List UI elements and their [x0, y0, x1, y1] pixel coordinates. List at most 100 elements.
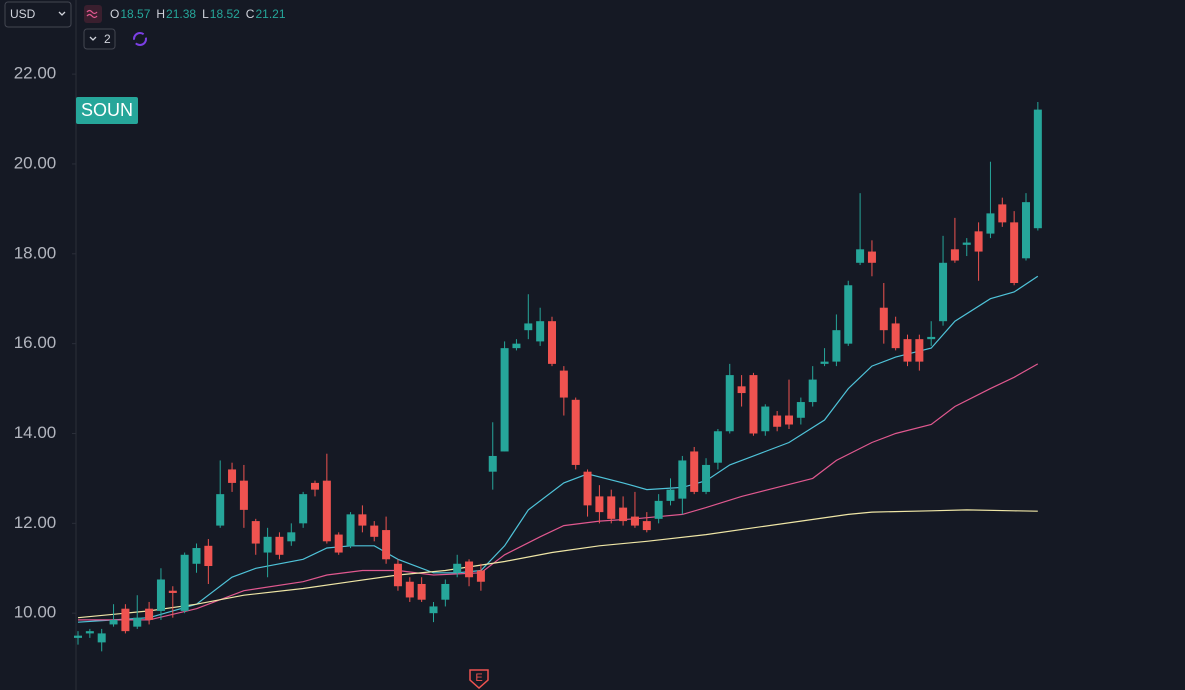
candle-body [204, 545, 213, 567]
candle-body [595, 496, 604, 513]
candle-body [370, 525, 379, 537]
candle-body [737, 386, 746, 394]
candle-body [453, 563, 462, 573]
toggle-chevron [89, 36, 97, 41]
candle-body [808, 379, 817, 403]
candle-body [654, 500, 663, 519]
candle-body [429, 606, 438, 614]
ohlc-value: 21.38 [166, 7, 196, 21]
ohlc-legend: O 18.57 H 21.38 L 18.52 C 21.21 [110, 7, 286, 21]
ohlc-value: 18.57 [120, 7, 150, 21]
candle-body [239, 480, 248, 510]
candle-body [97, 633, 106, 643]
candle-body [844, 285, 853, 344]
refresh-icon[interactable] [133, 32, 147, 46]
y-tick-label: 14.00 [14, 423, 57, 442]
candle-body [287, 532, 296, 542]
candle-body [820, 361, 829, 364]
candle-body [536, 321, 545, 342]
candle-body [927, 336, 936, 340]
y-tick-label: 20.00 [14, 153, 57, 172]
candle-body [263, 536, 272, 553]
ohlc-label: C [246, 7, 255, 21]
candle-body [548, 321, 556, 364]
candle-body [441, 583, 450, 600]
candle-body [299, 494, 308, 524]
candle-body [559, 370, 568, 398]
candle-body [85, 631, 94, 634]
candle-body [228, 469, 237, 483]
candle-body [702, 464, 711, 492]
candle-body [251, 521, 260, 544]
symbol-tag [76, 97, 138, 124]
candle-body [678, 460, 687, 499]
candle-body [962, 242, 971, 245]
candle-body [192, 548, 201, 564]
candle-body [666, 489, 675, 501]
indicator-icon [84, 5, 102, 23]
candle-body [773, 415, 782, 427]
candle-body [583, 471, 592, 506]
candles [74, 101, 1042, 652]
candle-body [346, 514, 355, 546]
candle-body [393, 563, 402, 587]
candle-body [713, 431, 722, 463]
ohlc-label: H [156, 7, 165, 21]
candle-body [950, 249, 959, 261]
candle-body [998, 204, 1007, 223]
candle-body [382, 530, 391, 560]
ohlc-value: 18.52 [210, 7, 240, 21]
candle-body [145, 608, 154, 620]
candle-body [322, 480, 331, 542]
candle-body [488, 455, 497, 472]
candle-body [642, 521, 651, 531]
symbol: SOUN [81, 100, 133, 120]
indicator-count: 2 [104, 32, 111, 46]
candle-body [512, 343, 521, 349]
candle-body [939, 262, 948, 322]
indicator-toggle[interactable] [83, 28, 116, 50]
ohlc-label: L [202, 7, 209, 21]
indicator-glyph [86, 9, 98, 19]
candle-body [168, 590, 177, 593]
candle-body [903, 339, 912, 362]
candle-body [915, 339, 924, 362]
candle-body [607, 496, 616, 519]
ohlc-value: 21.21 [255, 7, 285, 21]
candle-body [133, 617, 142, 627]
candle-body [690, 451, 699, 492]
y-tick-label: 12.00 [14, 513, 57, 532]
candle-body [749, 375, 758, 434]
candle-body [1022, 202, 1030, 259]
candle-body [109, 619, 118, 625]
currency-dropdown[interactable] [4, 1, 72, 28]
candle-body [417, 583, 426, 600]
candle-body [476, 570, 485, 582]
earnings-badge[interactable] [469, 669, 489, 690]
currency: USD [10, 7, 36, 21]
candle-body [358, 514, 367, 526]
candle-body [1033, 109, 1042, 229]
candle-body [571, 399, 580, 465]
candle-body [785, 415, 793, 425]
candle-body [630, 516, 639, 526]
candle-body [856, 249, 865, 263]
earnings-marker: E [475, 672, 482, 684]
candle-body [879, 307, 888, 331]
candle-body [334, 534, 343, 553]
dropdown-chevron [58, 11, 66, 16]
candle-body [216, 494, 225, 526]
candle-body [311, 482, 319, 490]
y-tick-label: 18.00 [14, 243, 57, 262]
candle-body [832, 330, 841, 362]
moving-average [77, 509, 1038, 619]
y-tick-label: 16.00 [14, 333, 57, 352]
y-tick-label: 22.00 [14, 64, 57, 83]
candle-body [405, 581, 414, 598]
candle-body [500, 348, 509, 452]
candle-body [619, 507, 628, 522]
candle-body [986, 213, 995, 234]
